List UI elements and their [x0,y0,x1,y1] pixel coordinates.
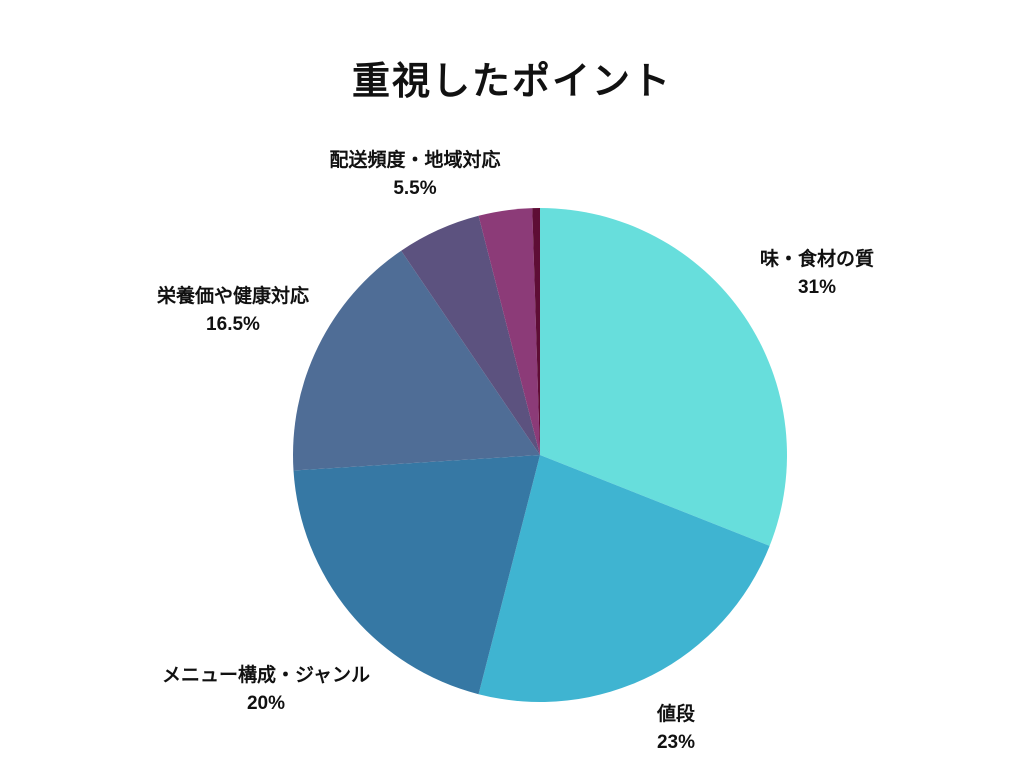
pie-slice-0 [540,208,787,546]
pie-slice-3 [293,250,540,471]
pie-slice-6 [532,208,540,455]
pie-slice-5 [478,208,540,455]
pie-slice-4 [401,215,540,455]
pie-slice-2 [293,455,540,695]
pie-slice-1 [478,455,770,702]
chart-title: 重視したポイント [351,61,672,103]
